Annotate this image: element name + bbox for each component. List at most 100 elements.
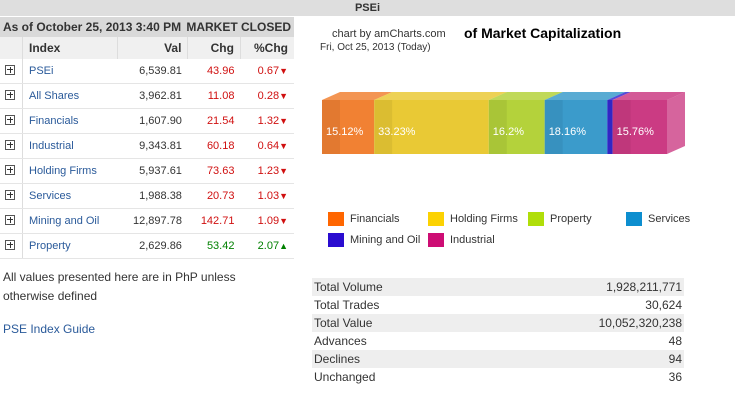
legend-item[interactable]: Services [626, 212, 690, 226]
bar-segment-shade [374, 100, 393, 154]
header-pct-chg: %Chg [239, 37, 294, 59]
index-pct-change: 0.28▼ [240, 83, 294, 109]
table-row: Holding Firms 5,937.61 73.63 1.23▼ [0, 158, 294, 184]
plus-icon [5, 214, 15, 225]
index-pct-change: 1.09▼ [240, 208, 294, 234]
stat-value: 1,928,211,771 [606, 280, 682, 294]
bar-segment [612, 100, 667, 154]
pse-index-guide-link[interactable]: PSE Index Guide [3, 322, 96, 336]
index-name-link[interactable]: Services [22, 183, 118, 209]
index-change: 60.18 [187, 133, 241, 159]
legend-label: Property [550, 213, 592, 225]
bar-segment-top [374, 92, 507, 100]
legend-swatch [428, 233, 444, 247]
expand-button[interactable] [0, 133, 23, 159]
stat-row: Unchanged 36 [312, 368, 684, 386]
data-label: 33.23% [378, 126, 416, 138]
expand-button[interactable] [0, 183, 23, 209]
stat-row: Declines 94 [312, 350, 684, 368]
arrow-down-icon: ▼ [279, 216, 288, 226]
legend-label: Services [648, 213, 691, 225]
expand-button[interactable] [0, 233, 23, 259]
pct-value: 0.67 [257, 65, 280, 77]
bar-segment-top [607, 92, 631, 100]
index-change: 20.73 [187, 183, 241, 209]
index-name-link[interactable]: Mining and Oil [22, 208, 118, 234]
bar-segment-shade [607, 100, 613, 154]
data-label: 15.76% [617, 126, 655, 138]
index-name-link[interactable]: Holding Firms [22, 158, 118, 184]
index-value: 1,607.90 [117, 108, 188, 134]
index-change: 21.54 [187, 108, 241, 134]
index-change: 11.08 [187, 83, 241, 109]
expand-button[interactable] [0, 83, 23, 109]
plus-icon [5, 139, 15, 150]
stat-value: 10,052,320,238 [598, 316, 682, 330]
index-name-link[interactable]: PSEi [22, 59, 118, 84]
pct-value: 0.64 [257, 140, 280, 152]
stat-value: 36 [668, 370, 682, 384]
chart-title: of Market Capitalization [464, 25, 622, 41]
table-row: Industrial 9,343.81 60.18 0.64▼ [0, 133, 294, 159]
pct-value: 2.07 [257, 240, 280, 252]
plus-icon [5, 239, 15, 250]
bar-side [667, 92, 685, 154]
index-name-link[interactable]: Property [22, 233, 118, 259]
stat-label: Total Volume [314, 280, 383, 294]
legend-item[interactable]: Industrial [428, 233, 495, 247]
legend-item[interactable]: Property [528, 212, 592, 226]
market-cap-chart: 15.12% 33.23% 16.2% 18.16% 15.76% [322, 92, 685, 154]
index-pct-change: 0.64▼ [240, 133, 294, 159]
pct-value: 1.32 [257, 115, 280, 127]
stat-label: Total Trades [314, 298, 380, 312]
index-change: 142.71 [187, 208, 241, 234]
stat-row: Total Trades 30,624 [312, 296, 684, 314]
as-of-time: As of October 25, 2013 3:40 PM [3, 20, 182, 34]
bar-segment [488, 100, 545, 154]
arrow-up-icon: ▲ [279, 241, 288, 251]
legend-item[interactable]: Holding Firms [428, 212, 518, 226]
legend-swatch [626, 212, 642, 226]
index-change: 73.63 [187, 158, 241, 184]
table-row: All Shares 3,962.81 11.08 0.28▼ [0, 83, 294, 109]
chart-credit-link[interactable]: chart by amCharts.com [332, 28, 446, 40]
index-value: 5,937.61 [117, 158, 188, 184]
index-change: 43.96 [187, 59, 241, 84]
currency-note: All values presented here are in PhP unl… [3, 270, 236, 303]
table-row: Mining and Oil 12,897.78 142.71 1.09▼ [0, 208, 294, 234]
pct-value: 0.28 [257, 90, 280, 102]
legend-swatch [328, 212, 344, 226]
expand-button[interactable] [0, 158, 23, 184]
arrow-down-icon: ▼ [279, 141, 288, 151]
bar-segment-shade [488, 100, 507, 154]
pct-value: 1.03 [257, 190, 280, 202]
legend-label: Holding Firms [450, 213, 518, 225]
plus-icon [5, 189, 15, 200]
expand-header [0, 37, 23, 59]
legend-item[interactable]: Financials [328, 212, 400, 226]
legend-swatch [328, 233, 344, 247]
bar-segment-top [612, 92, 685, 100]
bar-segment [607, 100, 613, 154]
index-pct-change: 2.07▲ [240, 233, 294, 259]
index-value: 6,539.81 [117, 59, 188, 84]
bar-segment [322, 100, 375, 154]
index-value: 2,629.86 [117, 233, 188, 259]
expand-button[interactable] [0, 208, 23, 234]
expand-button[interactable] [0, 59, 23, 84]
expand-button[interactable] [0, 108, 23, 134]
stat-label: Total Value [314, 316, 373, 330]
arrow-down-icon: ▼ [279, 166, 288, 176]
index-name-link[interactable]: Financials [22, 108, 118, 134]
arrow-down-icon: ▼ [279, 91, 288, 101]
stat-label: Advances [314, 334, 367, 348]
market-status: MARKET CLOSED [186, 20, 291, 34]
arrow-down-icon: ▼ [279, 66, 288, 76]
index-name-link[interactable]: Industrial [22, 133, 118, 159]
index-name-link[interactable]: All Shares [22, 83, 118, 109]
legend-label: Industrial [450, 234, 495, 246]
legend-item[interactable]: Mining and Oil [328, 233, 420, 247]
bar-segment [374, 100, 489, 154]
window-title: PSEi [0, 0, 735, 16]
header-index: Index [21, 37, 118, 59]
